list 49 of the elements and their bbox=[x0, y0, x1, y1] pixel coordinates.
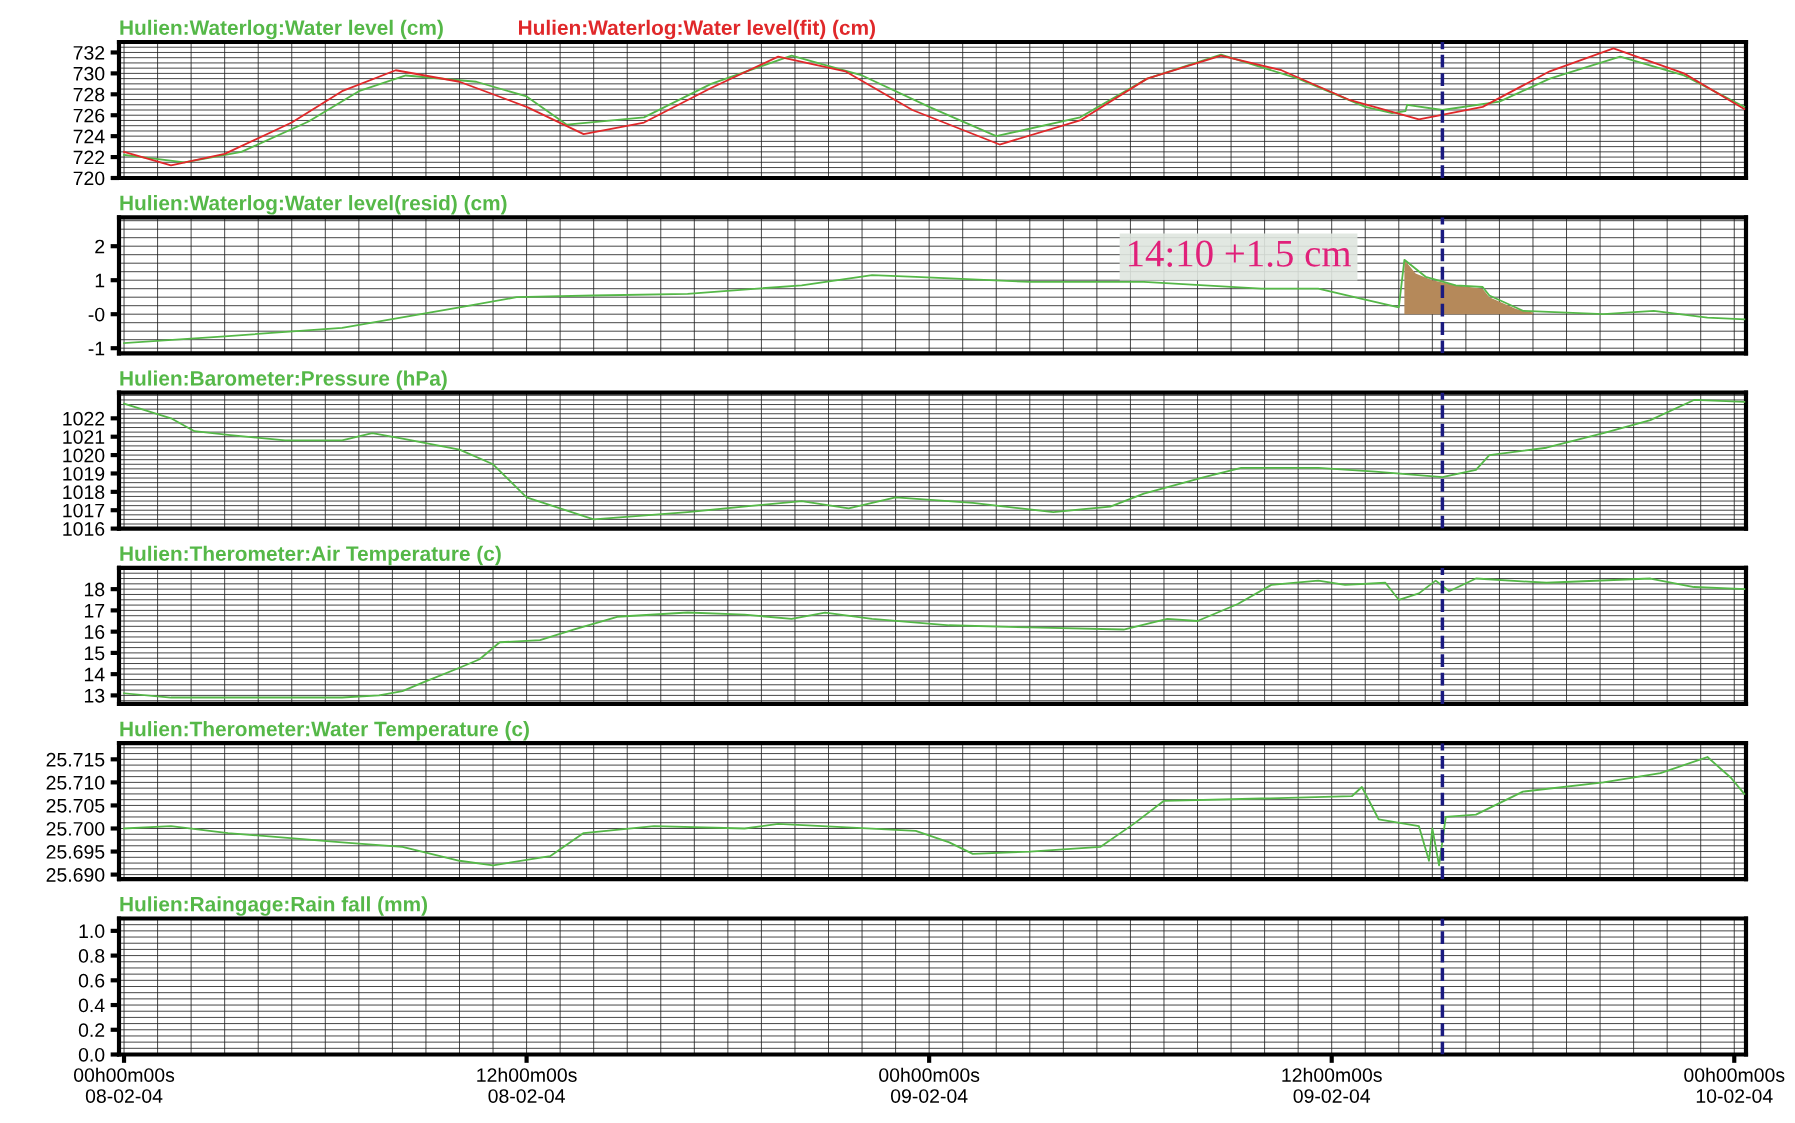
y-tick-label: 0.0 bbox=[78, 1047, 105, 1062]
y-tick-label: 720 bbox=[73, 171, 105, 186]
y-tick-label: 25.715 bbox=[46, 752, 105, 767]
y-tick-label: 25.705 bbox=[46, 798, 105, 813]
y-tick-label: 18 bbox=[84, 582, 105, 597]
text: Hulien:Therometer:Water Temperature (c) bbox=[120, 721, 529, 741]
x-tick-label: 12h00m00s 08-02-04 bbox=[477, 1067, 577, 1103]
y-tick-label: 17 bbox=[84, 604, 105, 618]
y-tick-label: 730 bbox=[73, 66, 105, 81]
x-tick-label: 12h00m00s 09-02-04 bbox=[1282, 1067, 1382, 1103]
y-tick-label: 722 bbox=[73, 150, 105, 165]
y-tick-label: 724 bbox=[73, 129, 105, 144]
y-tick-label: 728 bbox=[73, 87, 105, 102]
y-tick-label: 1020 bbox=[63, 448, 105, 463]
text: Hulien:Waterlog:Water level(fit) (cm) bbox=[519, 19, 875, 40]
y-tick-label: 1022 bbox=[63, 411, 105, 426]
y-tick-label: 1018 bbox=[63, 485, 105, 500]
y-tick-label: 0.6 bbox=[78, 973, 105, 988]
y-tick-label: 25.710 bbox=[46, 775, 105, 790]
y-tick-label: 1017 bbox=[63, 503, 105, 518]
y-tick-label: 0.4 bbox=[78, 998, 105, 1013]
text: Hulien:Therometer:Air Temperature (c) bbox=[120, 545, 501, 566]
annotation: 14:10 +1.5 cm bbox=[1128, 240, 1351, 267]
y-tick-label: 0.8 bbox=[78, 949, 105, 963]
series-label: Hulien:Barometer:Pressure (hPa) bbox=[120, 370, 447, 390]
y-tick-label: 25.700 bbox=[46, 821, 105, 836]
x-tick-label: 00h00m00s 10-02-04 bbox=[1684, 1067, 1785, 1103]
y-tick-label: 1 bbox=[95, 273, 105, 288]
chart-title: Hulien:Raingage:Rain fall (mm) bbox=[120, 896, 428, 916]
y-tick-label: 726 bbox=[73, 108, 105, 123]
y-tick-label: 0.2 bbox=[78, 1023, 105, 1038]
y-tick-label: 1.0 bbox=[79, 924, 105, 939]
y-tick-label: 13 bbox=[84, 688, 105, 703]
y-tick-label: -1 bbox=[88, 341, 105, 356]
y-tick-label: 1016 bbox=[63, 522, 105, 536]
text: Hulien:Waterlog:Water level(resid) (cm) bbox=[120, 195, 507, 215]
y-tick-label: 16 bbox=[84, 625, 105, 639]
x-tick-label: 00h00m00s 09-02-04 bbox=[879, 1067, 980, 1103]
y-tick-label: 25.690 bbox=[46, 868, 105, 882]
y-tick-label: 1019 bbox=[63, 466, 105, 481]
y-tick-label: -0 bbox=[88, 307, 105, 322]
y-tick-label: 732 bbox=[73, 45, 105, 60]
y-tick-label: 25.695 bbox=[46, 845, 105, 859]
series-label: Hulien:Waterlog:Water level (cm) bbox=[120, 19, 443, 40]
y-tick-label: 2 bbox=[95, 239, 105, 254]
y-tick-label: 1021 bbox=[63, 430, 105, 444]
y-tick-label: 14 bbox=[84, 667, 105, 682]
y-tick-label: 15 bbox=[84, 646, 105, 661]
x-tick-label: 00h00m00s 08-02-04 bbox=[73, 1067, 175, 1103]
